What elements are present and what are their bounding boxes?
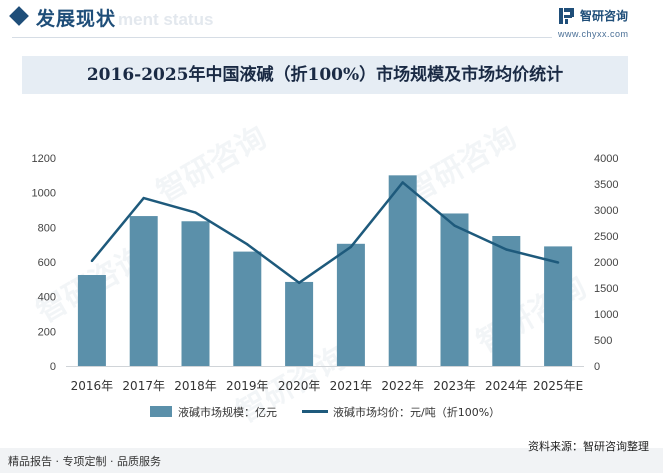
y-right-tick-label: 4000	[594, 153, 618, 165]
bar	[181, 221, 210, 366]
y-right-tick-label: 2500	[594, 231, 618, 243]
bar	[440, 213, 469, 366]
x-tick-label: 2022年	[381, 379, 424, 393]
header-title: 发展现状	[36, 8, 117, 30]
y-left-tick-label: 800	[38, 222, 56, 234]
header-divider	[12, 37, 552, 38]
y-left-tick-label: 200	[38, 326, 56, 338]
x-tick-label: 2021年	[330, 379, 373, 393]
section-header: ment status 发展现状	[0, 0, 663, 44]
y-right-tick-label: 1000	[594, 309, 618, 321]
y-right-tick-label: 500	[594, 335, 612, 347]
line-point	[401, 181, 404, 184]
bar	[285, 281, 314, 366]
line-point	[556, 261, 560, 264]
footer-slogan: 精品报告 · 专项定制 · 品质服务	[8, 455, 161, 468]
line-point	[142, 196, 145, 200]
footer-source: 资料来源：智研咨询整理	[528, 440, 649, 453]
bar	[129, 216, 158, 366]
brand-name: 智研咨询	[580, 9, 629, 23]
line-point	[453, 224, 456, 227]
line-point	[194, 211, 197, 214]
line-point	[505, 248, 508, 251]
brand-logo-icon	[559, 8, 574, 24]
y-left-tick-label: 1000	[32, 188, 56, 200]
y-right-tick-label: 3000	[594, 205, 618, 217]
x-tick-label: 2017年	[122, 379, 165, 393]
x-tick-label: 2019年	[226, 379, 269, 393]
line-point	[246, 243, 249, 246]
x-tick-label: 2020年	[278, 379, 321, 393]
legend-line-label: 液碱市场均价：元/吨（折100%）	[333, 405, 500, 419]
chart-title: 2016-2025年中国液碱（折100%）市场规模及市场均价统计	[86, 65, 564, 85]
bar	[233, 251, 262, 366]
y-right-tick-label: 0	[594, 361, 600, 373]
y-right-tick-label: 3500	[594, 179, 618, 191]
y-left-tick-label: 600	[38, 257, 56, 269]
bar	[492, 236, 521, 366]
x-tick-label: 2025年E	[533, 379, 583, 393]
y-right-tick-label: 2000	[594, 257, 618, 269]
bar	[336, 243, 365, 366]
brand-url: www.chyxx.com	[558, 29, 629, 39]
line-point	[90, 259, 94, 263]
x-tick-label: 2016年	[71, 379, 114, 393]
legend-bar-label: 液碱市场规模：亿元	[178, 405, 277, 419]
x-tick-label: 2023年	[433, 379, 476, 393]
line-point	[297, 281, 301, 284]
y-left-tick-label: 0	[50, 361, 56, 373]
footer-band	[0, 448, 663, 473]
bar	[388, 175, 417, 366]
legend-bar-swatch	[150, 406, 172, 417]
y-left-tick-label: 1200	[32, 153, 56, 165]
y-right-tick-label: 1500	[594, 283, 618, 295]
x-tick-label: 2024年	[485, 379, 528, 393]
x-tick-label: 2018年	[174, 379, 217, 393]
price-line	[90, 181, 559, 285]
line-point	[349, 245, 353, 249]
chart-title-box: 2016-2025年中国液碱（折100%）市场规模及市场均价统计	[22, 56, 628, 94]
bar	[77, 275, 106, 366]
bar	[544, 246, 573, 366]
y-left-tick-label: 400	[38, 292, 56, 304]
header-subtitle: ment status	[118, 10, 214, 29]
